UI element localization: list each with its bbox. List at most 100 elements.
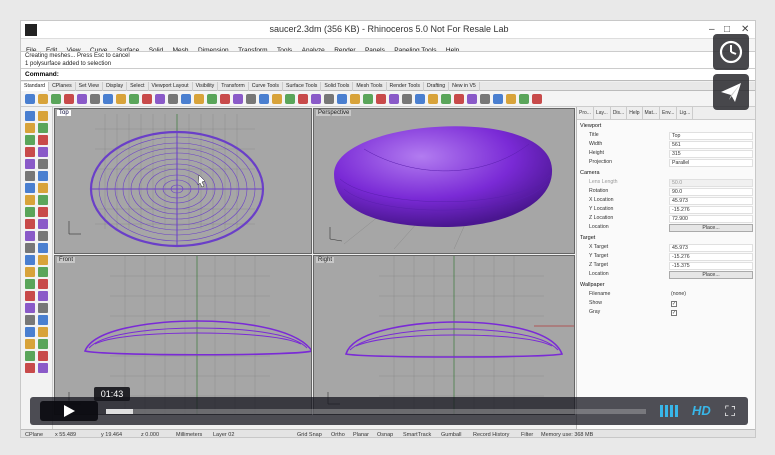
tab-materials[interactable]: Mat...: [643, 107, 661, 120]
rotation-field[interactable]: 90.0: [669, 188, 753, 196]
palette-tool-icon[interactable]: [38, 159, 48, 169]
palette-tool-icon[interactable]: [25, 351, 35, 361]
palette-tool-icon[interactable]: [38, 291, 48, 301]
menu-file[interactable]: File: [26, 45, 36, 57]
volume-icon[interactable]: [660, 405, 682, 417]
tab-display[interactable]: Dis...: [611, 107, 628, 120]
viewport-perspective[interactable]: Perspective: [313, 108, 575, 254]
toolbar-tool-icon[interactable]: [532, 94, 542, 104]
palette-tool-icon[interactable]: [25, 291, 35, 301]
camera-place-button[interactable]: Place...: [669, 224, 753, 232]
hd-toggle[interactable]: HD: [692, 403, 711, 418]
tab-help[interactable]: Help: [627, 107, 643, 120]
palette-tool-icon[interactable]: [38, 183, 48, 193]
toolbar-tool-icon[interactable]: [493, 94, 503, 104]
tab-properties[interactable]: Pro...: [577, 107, 594, 120]
tab-standard[interactable]: Standard: [21, 82, 50, 91]
palette-tool-icon[interactable]: [38, 327, 48, 337]
menu-dimension[interactable]: Dimension: [198, 45, 229, 57]
viewport-label-front[interactable]: Front: [57, 257, 76, 263]
width-field[interactable]: 561: [669, 141, 753, 149]
palette-tool-icon[interactable]: [25, 267, 35, 277]
menu-curve[interactable]: Curve: [90, 45, 107, 57]
viewport-label-perspective[interactable]: Perspective: [316, 110, 352, 116]
menu-paneling-tools[interactable]: Paneling Tools: [394, 45, 436, 57]
minimize-button[interactable]: –: [709, 24, 715, 35]
menu-panels[interactable]: Panels: [365, 45, 385, 57]
x-location-field[interactable]: 45.973: [669, 197, 753, 205]
toolbar-tool-icon[interactable]: [181, 94, 191, 104]
target-place-button[interactable]: Place...: [669, 271, 753, 279]
menu-analyze[interactable]: Analyze: [302, 45, 325, 57]
menu-mesh[interactable]: Mesh: [173, 45, 189, 57]
menu-tools[interactable]: Tools: [277, 45, 292, 57]
viewport-label-right[interactable]: Right: [316, 257, 335, 263]
toolbar-tool-icon[interactable]: [454, 94, 464, 104]
viewport-right[interactable]: Right: [313, 255, 575, 415]
palette-tool-icon[interactable]: [25, 327, 35, 337]
toolbar-tool-icon[interactable]: [480, 94, 490, 104]
status-units[interactable]: Millimeters: [176, 432, 203, 438]
toolbar-tool-icon[interactable]: [207, 94, 217, 104]
tab-surface-tools[interactable]: Surface Tools: [283, 82, 322, 91]
tab-drafting[interactable]: Drafting: [424, 82, 450, 91]
palette-tool-icon[interactable]: [38, 207, 48, 217]
tab-transform[interactable]: Transform: [218, 82, 249, 91]
palette-tool-icon[interactable]: [25, 255, 35, 265]
status-layer[interactable]: Layer 02: [213, 432, 235, 438]
y-location-field[interactable]: -15.276: [669, 206, 753, 214]
tab-environment[interactable]: Env...: [660, 107, 678, 120]
toolbar-tool-icon[interactable]: [467, 94, 477, 104]
ortho-toggle[interactable]: Ortho: [331, 432, 345, 438]
toolbar-tool-icon[interactable]: [337, 94, 347, 104]
palette-tool-icon[interactable]: [38, 111, 48, 121]
planar-toggle[interactable]: Planar: [353, 432, 369, 438]
palette-tool-icon[interactable]: [38, 315, 48, 325]
tab-layers[interactable]: Lay...: [594, 107, 611, 120]
tab-mesh-tools[interactable]: Mesh Tools: [353, 82, 387, 91]
tab-set-view[interactable]: Set View: [76, 82, 104, 91]
x-target-field[interactable]: 45.973: [669, 244, 753, 252]
toolbar-tool-icon[interactable]: [116, 94, 126, 104]
progress-bar[interactable]: [106, 409, 646, 414]
filter-toggle[interactable]: Filter: [521, 432, 534, 438]
toolbar-tool-icon[interactable]: [142, 94, 152, 104]
close-button[interactable]: ✕: [741, 24, 750, 35]
menu-edit[interactable]: Edit: [46, 45, 57, 57]
toolbar-tool-icon[interactable]: [168, 94, 178, 104]
toolbar-tool-icon[interactable]: [155, 94, 165, 104]
toolbar-tool-icon[interactable]: [90, 94, 100, 104]
toolbar-tool-icon[interactable]: [363, 94, 373, 104]
gumball-toggle[interactable]: Gumball: [441, 432, 462, 438]
menu-surface[interactable]: Surface: [117, 45, 139, 57]
filename-value[interactable]: (none): [671, 291, 686, 297]
palette-tool-icon[interactable]: [38, 195, 48, 205]
palette-tool-icon[interactable]: [38, 219, 48, 229]
tab-new-in-v5[interactable]: New in V5: [449, 82, 480, 91]
palette-tool-icon[interactable]: [25, 171, 35, 181]
toolbar-tool-icon[interactable]: [25, 94, 35, 104]
viewport-label-top[interactable]: Top: [57, 110, 71, 116]
palette-tool-icon[interactable]: [25, 111, 35, 121]
toolbar-tool-icon[interactable]: [194, 94, 204, 104]
palette-tool-icon[interactable]: [38, 231, 48, 241]
viewport-top[interactable]: Top: [54, 108, 312, 254]
palette-tool-icon[interactable]: [38, 243, 48, 253]
palette-tool-icon[interactable]: [25, 219, 35, 229]
palette-tool-icon[interactable]: [38, 363, 48, 373]
toolbar-tool-icon[interactable]: [285, 94, 295, 104]
tab-curve-tools[interactable]: Curve Tools: [249, 82, 284, 91]
toolbar-tool-icon[interactable]: [233, 94, 243, 104]
toolbar-tool-icon[interactable]: [298, 94, 308, 104]
palette-tool-icon[interactable]: [38, 303, 48, 313]
maximize-button[interactable]: □: [724, 24, 731, 35]
palette-tool-icon[interactable]: [25, 135, 35, 145]
palette-tool-icon[interactable]: [38, 279, 48, 289]
tab-visibility[interactable]: Visibility: [193, 82, 219, 91]
toolbar-tool-icon[interactable]: [311, 94, 321, 104]
toolbar-tool-icon[interactable]: [389, 94, 399, 104]
palette-tool-icon[interactable]: [25, 303, 35, 313]
palette-tool-icon[interactable]: [38, 147, 48, 157]
toolbar-tool-icon[interactable]: [415, 94, 425, 104]
menu-render[interactable]: Render: [334, 45, 355, 57]
